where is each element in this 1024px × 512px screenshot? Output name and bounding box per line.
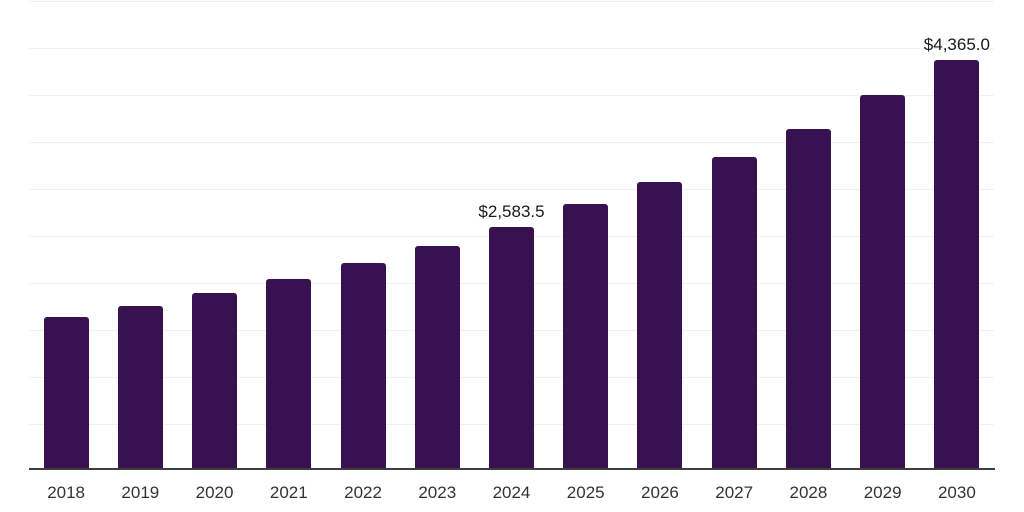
bar-2018[interactable] <box>43 316 89 470</box>
x-axis-label-2021: 2021 <box>269 483 308 502</box>
x-axis-label-2030: 2030 <box>937 483 976 502</box>
bar-2026[interactable] <box>637 182 683 470</box>
x-axis-label-2018: 2018 <box>47 483 86 502</box>
x-axis-label-2023: 2023 <box>418 483 457 502</box>
x-axis-label-2025: 2025 <box>566 483 605 502</box>
gridline-4500 <box>29 48 994 49</box>
gridline-3500 <box>29 142 994 143</box>
bar-2020[interactable] <box>192 292 238 470</box>
plot-area: $2,583.5 $4,365.0 <box>29 0 995 471</box>
bar-2028[interactable] <box>785 129 831 470</box>
x-axis-label-2026: 2026 <box>641 483 679 502</box>
x-axis-label-2029: 2029 <box>863 483 902 502</box>
data-label-2030: $4,365.0 <box>923 34 990 54</box>
bar-2023[interactable] <box>414 246 460 470</box>
x-axis-label-2024: 2024 <box>492 483 531 502</box>
bar-2025[interactable] <box>563 204 609 470</box>
bar-2021[interactable] <box>266 279 312 470</box>
gridline-5000 <box>29 1 994 2</box>
x-axis-label-2020: 2020 <box>195 483 234 502</box>
x-axis-line <box>29 468 995 470</box>
x-axis-label-2022: 2022 <box>344 483 382 502</box>
bar-2019[interactable] <box>117 305 163 470</box>
bar-2024[interactable] <box>489 227 534 470</box>
bar-2030[interactable] <box>934 59 980 470</box>
gridline-3000 <box>29 189 994 190</box>
x-axis-label-2019: 2019 <box>121 483 160 502</box>
data-label-2024: $2,583.5 <box>478 202 545 222</box>
bar-2022[interactable] <box>340 263 386 470</box>
bar-2029[interactable] <box>860 95 906 470</box>
gridline-4000 <box>29 95 994 96</box>
bar-2027[interactable] <box>711 156 757 470</box>
x-axis-label-2027: 2027 <box>715 483 754 502</box>
x-axis-label-2028: 2028 <box>789 483 828 502</box>
